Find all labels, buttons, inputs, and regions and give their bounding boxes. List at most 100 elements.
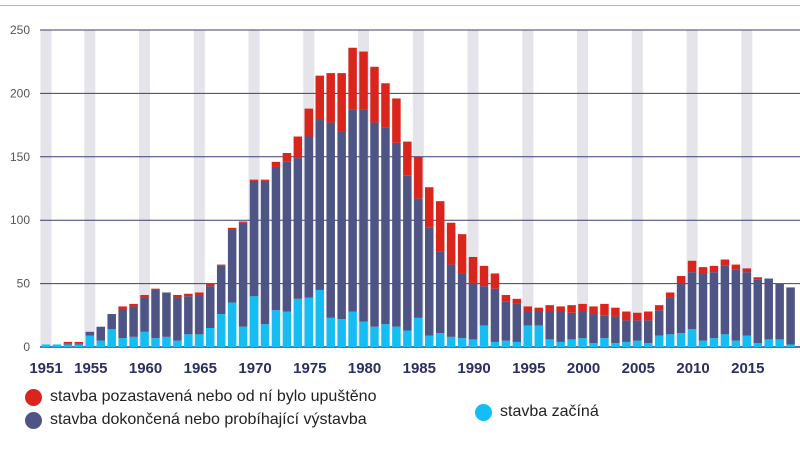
- bar-starting: [501, 340, 511, 347]
- bar-starting: [337, 319, 346, 347]
- cyan-dot-icon: [475, 403, 492, 421]
- bar-suspended: [271, 161, 281, 167]
- bar-starting: [304, 297, 314, 347]
- bar-completed: [381, 127, 390, 325]
- bar-suspended: [216, 264, 226, 266]
- bar-starting: [129, 336, 138, 347]
- bar-completed: [534, 311, 543, 326]
- bar-starting: [764, 339, 773, 347]
- bar-suspended: [709, 265, 719, 273]
- bar-completed: [348, 109, 357, 312]
- bar-completed: [622, 320, 631, 342]
- year-stripe: [467, 30, 479, 347]
- bar-completed: [96, 326, 105, 341]
- bar-completed: [731, 269, 741, 341]
- bar-starting: [162, 336, 171, 347]
- bar-starting: [216, 314, 226, 347]
- year-stripe: [631, 30, 643, 347]
- bar-starting: [63, 344, 73, 347]
- bar-suspended: [600, 303, 609, 316]
- bar-starting: [567, 339, 576, 347]
- bar-starting: [709, 338, 719, 347]
- bar-starting: [654, 335, 664, 347]
- bar-suspended: [184, 293, 193, 297]
- bar-completed: [238, 222, 248, 327]
- bar-suspended: [249, 179, 259, 181]
- y-tick-label: 200: [10, 86, 30, 100]
- bar-starting: [403, 330, 412, 347]
- bar-completed: [184, 296, 193, 335]
- year-stripe: [40, 30, 52, 347]
- bar-starting: [775, 339, 784, 347]
- legend-item-completed: stavba dokončená nebo probíhající výstav…: [25, 411, 367, 429]
- bar-completed: [556, 311, 565, 342]
- bar-starting: [260, 324, 270, 347]
- bar-starting: [52, 344, 62, 347]
- red-dot-icon: [25, 388, 42, 406]
- bar-completed: [107, 314, 116, 330]
- x-tick-label: 1990: [457, 360, 490, 377]
- bar-completed: [786, 287, 795, 345]
- bar-starting: [512, 341, 522, 347]
- year-stripe: [193, 30, 205, 347]
- x-tick-label: 2015: [731, 360, 764, 377]
- bar-starting: [414, 317, 423, 347]
- bar-suspended: [665, 292, 675, 298]
- bar-completed: [512, 303, 522, 342]
- bar-completed: [709, 272, 719, 339]
- bar-suspended: [392, 98, 401, 143]
- bar-suspended: [435, 201, 445, 252]
- bar-completed: [654, 310, 664, 336]
- bar-completed: [151, 289, 160, 339]
- bar-completed: [479, 286, 489, 326]
- bar-suspended: [260, 179, 270, 181]
- bar-completed: [468, 283, 478, 340]
- year-stripe: [741, 30, 753, 347]
- bar-suspended: [512, 298, 522, 304]
- bar-starting: [742, 335, 752, 347]
- bar-suspended: [742, 268, 752, 273]
- bar-completed: [490, 288, 500, 342]
- year-stripe: [84, 30, 96, 347]
- bar-suspended: [589, 306, 598, 315]
- x-tick-label: 2010: [676, 360, 709, 377]
- bar-completed: [611, 316, 620, 344]
- bar-starting: [282, 311, 292, 347]
- y-tick-label: 250: [10, 23, 30, 37]
- bar-completed: [687, 272, 697, 330]
- bar-completed: [403, 175, 412, 331]
- bar-suspended: [676, 275, 686, 284]
- bar-starting: [425, 335, 434, 347]
- bar-suspended: [118, 306, 127, 309]
- bar-suspended: [490, 273, 500, 289]
- bar-suspended: [195, 292, 204, 296]
- bar-starting: [731, 340, 741, 347]
- bar-suspended: [74, 341, 84, 344]
- bar-suspended: [567, 305, 576, 313]
- bar-suspended: [534, 307, 543, 312]
- bar-suspended: [370, 66, 379, 123]
- year-stripe: [139, 30, 151, 347]
- bar-completed: [206, 286, 215, 328]
- bar-completed: [304, 136, 314, 298]
- bar-suspended: [238, 221, 248, 223]
- bar-suspended: [523, 306, 533, 312]
- bar-suspended: [720, 259, 730, 266]
- bar-suspended: [611, 307, 620, 317]
- bar-starting: [479, 325, 489, 347]
- bar-starting: [348, 311, 357, 347]
- bar-starting: [293, 298, 303, 347]
- legend-label-suspended: stavba pozastavená nebo od ní bylo upušt…: [50, 388, 377, 405]
- bar-completed: [216, 265, 226, 315]
- bar-starting: [720, 334, 730, 347]
- x-tick-label: 1975: [293, 360, 326, 377]
- bar-starting: [753, 343, 762, 347]
- bar-completed: [326, 122, 335, 318]
- bar-completed: [337, 131, 346, 320]
- bar-completed: [742, 272, 752, 336]
- bar-completed: [85, 331, 95, 336]
- legend-label-completed: stavba dokončená nebo probíhající výstav…: [50, 411, 367, 428]
- bar-starting: [622, 341, 631, 347]
- bar-completed: [589, 314, 598, 344]
